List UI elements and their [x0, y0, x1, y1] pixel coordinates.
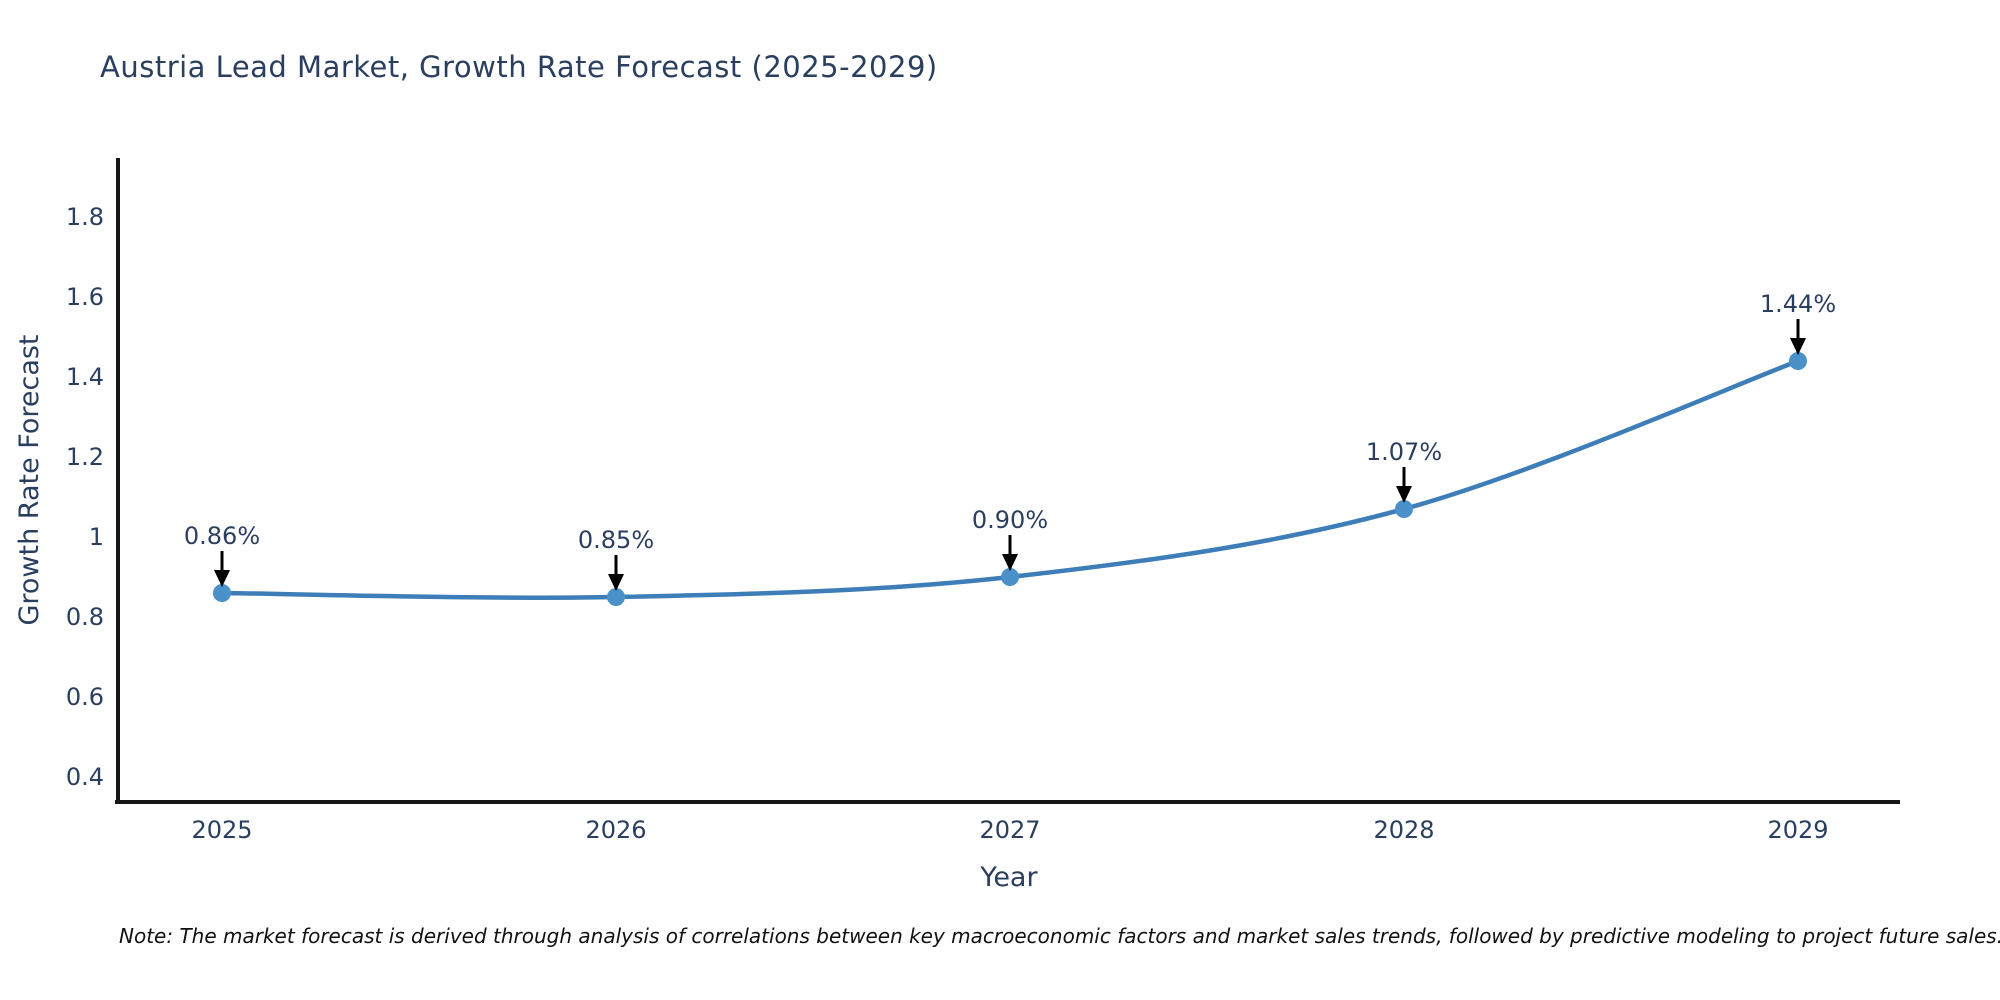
annotation-arrow-head: [1790, 338, 1806, 355]
annotation-arrow-head: [214, 570, 230, 587]
y-tick-label: 0.8: [66, 603, 104, 631]
annotation-arrow-head: [608, 574, 624, 591]
y-tick-label: 1.2: [66, 443, 104, 471]
x-tick-label: 2028: [1373, 816, 1434, 844]
y-tick-label: 1.8: [66, 203, 104, 231]
y-axis-title: Growth Rate Forecast: [14, 334, 45, 625]
x-tick-label: 2029: [1767, 816, 1828, 844]
growth-rate-line-chart: 0.4 0.6 0.8 1 1.2 1.4 1.6 1.8 2025 2026 2027 2028 20…: [14, 158, 1900, 893]
y-tick-label: 1.4: [66, 363, 104, 391]
y-tick-label: 1: [89, 523, 104, 551]
data-point-marker: [607, 588, 625, 606]
x-tick-label: 2025: [191, 816, 252, 844]
data-point-marker: [1001, 568, 1019, 586]
x-axis-title: Year: [979, 862, 1038, 893]
data-point-marker: [1789, 352, 1807, 370]
y-tick-label: 1.6: [66, 283, 104, 311]
x-tick-label: 2027: [979, 816, 1040, 844]
point-annotation-label: 1.44%: [1760, 290, 1836, 318]
annotation-arrow-head: [1002, 554, 1018, 571]
y-tick-label: 0.4: [66, 763, 104, 791]
annotation-arrow-head: [1396, 486, 1412, 503]
y-tick-label: 0.6: [66, 683, 104, 711]
chart-title: Austria Lead Market, Growth Rate Forecas…: [100, 50, 938, 84]
x-tick-label: 2026: [585, 816, 646, 844]
data-point-marker: [1395, 500, 1413, 518]
point-annotation-label: 1.07%: [1366, 438, 1442, 466]
point-annotation-label: 0.85%: [578, 526, 654, 554]
data-point-marker: [213, 584, 231, 602]
chart-footnote: Note: The market forecast is derived thr…: [119, 924, 2000, 948]
point-annotation-label: 0.90%: [972, 506, 1048, 534]
point-annotation-label: 0.86%: [184, 522, 260, 550]
